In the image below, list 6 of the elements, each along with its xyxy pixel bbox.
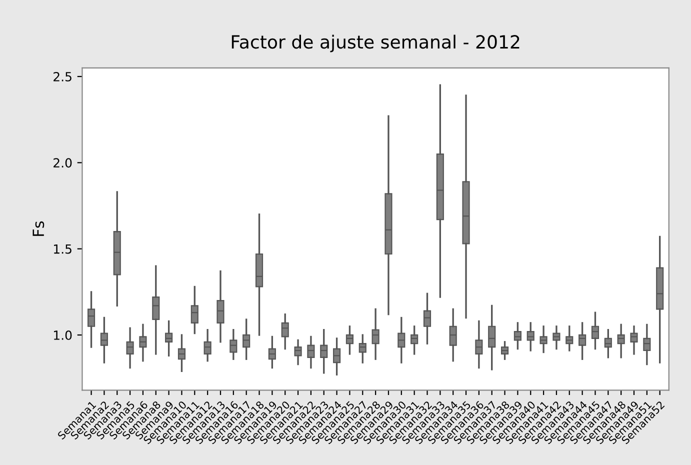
y-axis-title: Fs <box>32 221 44 236</box>
y-tick-label: 2.5 <box>54 72 72 82</box>
chart-title: Factor de ajuste semanal - 2012 <box>232 34 520 52</box>
y-tick-label: 1.5 <box>54 244 72 254</box>
y-tick-label: 1.0 <box>54 330 72 340</box>
y-tick-label: 2.0 <box>54 158 72 168</box>
